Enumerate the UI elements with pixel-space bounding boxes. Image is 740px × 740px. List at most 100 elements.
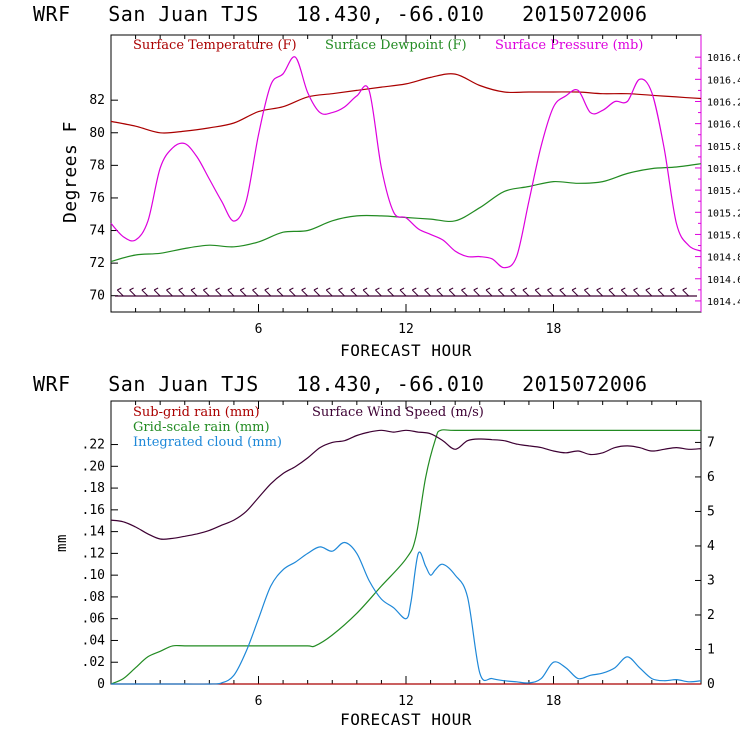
wind-barb xyxy=(289,289,296,297)
y2-tick-label: 1014.4 xyxy=(707,297,740,308)
wind-barb xyxy=(645,289,653,297)
y2-tick-label: 2 xyxy=(707,608,715,623)
wind-barb xyxy=(461,289,468,297)
top-legend: Surface Temperature (F) Surface Dewpoint… xyxy=(133,38,643,53)
wind-barb-flag xyxy=(252,287,257,291)
wind-barb-flag xyxy=(362,287,368,291)
wind-barb-flag xyxy=(510,287,515,291)
wind-barb xyxy=(141,289,149,297)
wind-barb xyxy=(264,289,272,297)
wind-barb-flag xyxy=(153,287,159,291)
y-tick-label: .20 xyxy=(82,459,105,474)
wind-barb xyxy=(571,289,579,297)
series-line-surface-temperature xyxy=(110,73,702,134)
wind-barb xyxy=(633,289,640,297)
y2-tick-label: 4 xyxy=(707,539,715,554)
top-y-axis-label: Degrees F xyxy=(60,121,81,223)
top-plot-frame xyxy=(110,34,702,313)
y2-tick-label: 0 xyxy=(707,677,715,692)
wind-barb xyxy=(325,289,333,297)
wind-barb-flag xyxy=(633,287,638,291)
wind-barb xyxy=(608,289,616,297)
y-tick-label: 82 xyxy=(89,93,105,108)
wind-barb xyxy=(596,289,604,297)
wind-barb xyxy=(227,289,235,297)
wind-barb xyxy=(116,289,124,297)
wind-barb-flag xyxy=(350,287,356,291)
series-line-surface-wind-speed xyxy=(110,429,702,540)
x-tick-label: 18 xyxy=(546,322,562,337)
wind-barb xyxy=(522,289,530,297)
wind-barbs xyxy=(115,287,697,297)
wind-barb-flag xyxy=(584,287,589,291)
bottom-legend: Sub-grid rain (mm) Grid-scale rain (mm) … xyxy=(133,405,484,450)
wind-barb xyxy=(657,289,665,297)
wind-barb-flag xyxy=(313,287,319,291)
y-tick-label: .16 xyxy=(82,503,105,518)
wind-barb-flag xyxy=(412,287,417,291)
top-y-axis-left: 70 72 74 76 78 80 82 xyxy=(89,93,118,304)
legend-integrated-cloud: Integrated cloud (mm) xyxy=(133,435,282,450)
wind-barb-flag xyxy=(596,287,601,291)
bottom-x-axis: 6 12 18 xyxy=(135,401,677,709)
wind-barb xyxy=(252,289,259,297)
wind-barb xyxy=(497,289,505,297)
wind-barb xyxy=(362,289,370,297)
x-tick-label: 6 xyxy=(255,694,263,709)
y-tick-label: .12 xyxy=(82,546,105,561)
y-tick-label: 0 xyxy=(97,677,105,692)
wind-barb xyxy=(338,289,345,297)
bottom-y-axis-label: mm xyxy=(54,534,70,552)
bottom-panel-title: WRF San Juan TJS 18.430, -66.010 2015072… xyxy=(33,372,648,396)
bottom-y-axis-left: 0 .02 .04 .06 .08 .10 .12 .14 .16 .18 .20 .22 xyxy=(82,438,118,692)
wind-barb-flag xyxy=(621,287,626,291)
bottom-series-group xyxy=(110,429,702,685)
y2-tick-label: 7 xyxy=(707,435,715,450)
y2-tick-label: 1016.0 xyxy=(707,120,740,131)
wind-barb-flag xyxy=(559,287,565,291)
wind-barb-flag xyxy=(522,287,528,291)
top-x-axis: 6 12 18 xyxy=(135,35,677,337)
wind-barb-flag xyxy=(326,287,331,291)
wind-barb-flag xyxy=(239,287,245,291)
wind-barb-flag xyxy=(301,287,306,291)
wind-barb-flag xyxy=(424,287,429,291)
wind-barb xyxy=(276,289,284,297)
y-tick-label: .10 xyxy=(82,568,105,583)
wind-barb-flag xyxy=(657,287,663,291)
wind-barb-flag xyxy=(436,287,442,291)
wind-barb xyxy=(424,289,431,297)
wind-barb-flag xyxy=(473,287,478,291)
y2-tick-label: 1014.8 xyxy=(707,253,740,264)
wind-barb-flag xyxy=(264,287,270,291)
wind-barb xyxy=(473,289,481,297)
wind-barb-flag xyxy=(166,287,171,291)
legend-gridscale-rain: Grid-scale rain (mm) xyxy=(133,420,270,435)
wind-barb xyxy=(190,289,198,297)
top-y-axis-right: 1014.4 1014.6 1014.8 1015.0 1015.2 1015.4 1015… xyxy=(695,35,740,312)
bottom-y-axis-right: 0 1 2 3 4 5 6 7 xyxy=(695,401,715,692)
wind-barb xyxy=(411,289,419,297)
top-panel: WRF San Juan TJS 18.430, -66.010 2015072… xyxy=(33,2,740,360)
series-line-surface-dewpoint xyxy=(110,163,702,263)
wind-barb xyxy=(682,289,690,297)
wind-barb-flag xyxy=(485,287,491,291)
y-tick-label: 80 xyxy=(89,126,105,141)
y2-tick-label: 1016.6 xyxy=(707,53,740,64)
legend-surface-temperature: Surface Temperature (F) xyxy=(133,38,297,53)
wind-barb xyxy=(620,289,628,297)
wind-barb xyxy=(239,289,247,297)
wind-barb xyxy=(129,289,136,297)
wind-barb xyxy=(485,289,493,297)
y2-tick-label: 1015.6 xyxy=(707,164,740,175)
y2-tick-label: 3 xyxy=(707,573,715,588)
wind-barb xyxy=(510,289,517,297)
wind-barb-flag xyxy=(670,287,675,291)
x-tick-label: 6 xyxy=(255,322,263,337)
wind-barb xyxy=(202,289,210,297)
y-tick-label: .14 xyxy=(82,525,106,540)
y2-tick-label: 1015.8 xyxy=(707,142,740,153)
legend-surface-wind-speed: Surface Wind Speed (m/s) xyxy=(312,405,484,420)
wind-barb-flag xyxy=(338,287,343,291)
y-tick-label: 76 xyxy=(89,191,105,206)
